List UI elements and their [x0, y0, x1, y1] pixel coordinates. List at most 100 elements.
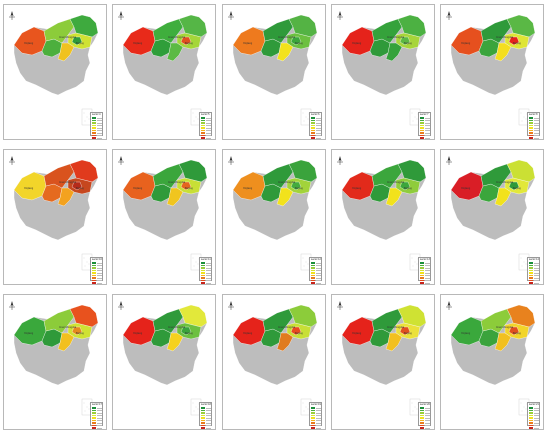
north-arrow-icon [446, 11, 452, 20]
legend-row [201, 422, 212, 424]
map-panel: Xinjiang Inner Mongolia Beijing sector 11 [112, 149, 216, 285]
legend-swatch [311, 412, 315, 414]
legend-swatch [201, 269, 205, 272]
legend-row [311, 414, 322, 417]
north-arrow-icon [118, 156, 124, 165]
legend-row [201, 407, 212, 409]
legend-row [201, 272, 212, 274]
region-label: Inner Mongolia [496, 36, 514, 39]
legend-swatch [420, 122, 424, 124]
legend-row [311, 129, 322, 132]
legend-row [201, 277, 212, 279]
legend-swatch [420, 124, 424, 127]
legend-swatch [529, 424, 533, 427]
region-hub [71, 326, 83, 336]
region-center [57, 332, 75, 352]
region-northeast [506, 159, 536, 183]
region-hub [508, 326, 520, 336]
legend-swatch [420, 269, 424, 272]
legend-swatch [92, 119, 96, 122]
legend-row [420, 409, 431, 412]
legend-swatch [92, 269, 96, 272]
region-northeast [288, 304, 318, 328]
legend-swatch [420, 277, 424, 279]
region-label: Inner Mongolia [59, 36, 77, 39]
legend-row [529, 424, 540, 427]
legend-row [201, 419, 212, 422]
legend-row [201, 414, 212, 417]
map-panel: Xinjiang Inner Mongolia Beijing sector 17 [3, 294, 107, 430]
legend-swatch [420, 262, 424, 264]
legend-row [201, 119, 212, 122]
legend-swatch [92, 424, 96, 427]
region-center [494, 187, 512, 207]
region-hub [180, 181, 192, 191]
region-hub [508, 181, 520, 191]
legend-swatch [420, 412, 424, 414]
legend-swatch [420, 137, 424, 139]
legend-row [529, 267, 540, 269]
legend-row [420, 269, 431, 272]
legend-swatch [311, 117, 315, 119]
legend-swatch [201, 424, 205, 427]
map-panel: Xinjiang Inner Mongolia Beijing sector 21 [440, 294, 544, 430]
region-label: Beijing [513, 42, 521, 45]
legend-row [92, 274, 103, 277]
legend-swatch [311, 267, 315, 269]
legend-row [420, 279, 431, 282]
legend-row [201, 117, 212, 119]
legend-row [92, 127, 103, 129]
legend-row [311, 424, 322, 427]
china-map [337, 11, 427, 126]
region-hub [399, 36, 411, 46]
legend-row [420, 124, 431, 127]
legend-row [92, 269, 103, 272]
legend-row [420, 127, 431, 129]
legend-row [311, 419, 322, 422]
region-label: Inner Mongolia [387, 36, 405, 39]
legend-title: sector 8 [529, 113, 538, 116]
legend-row [92, 277, 103, 279]
north-arrow-icon [9, 301, 15, 310]
region-hub [180, 36, 192, 46]
map-panel: Xinjiang Inner Mongolia Beijing sector 5 [112, 4, 216, 140]
region-northeast [397, 304, 427, 328]
legend-swatch [529, 417, 533, 419]
legend-swatch [92, 122, 96, 124]
legend-swatch [201, 134, 205, 137]
legend-swatch [420, 419, 424, 422]
map-panel: Xinjiang Inner Mongolia Beijing sector 13 [331, 149, 435, 285]
legend-swatch [311, 134, 315, 137]
legend-title: sector 4 [92, 113, 101, 116]
legend: sector 18 [199, 402, 212, 429]
legend-row [529, 119, 540, 122]
legend-swatch [529, 124, 533, 127]
legend-row [420, 277, 431, 279]
legend-row [92, 417, 103, 419]
legend-row [529, 409, 540, 412]
north-arrow-icon [118, 11, 124, 20]
legend-swatch [92, 409, 96, 412]
legend-row [311, 279, 322, 282]
legend-title: sector 12 [311, 258, 321, 261]
legend-swatch [92, 117, 96, 119]
legend-row [92, 134, 103, 137]
legend: sector 4 [90, 112, 103, 139]
china-map [9, 11, 99, 126]
legend-row [529, 124, 540, 127]
region-center [166, 187, 184, 207]
region-label: Beijing [185, 42, 193, 45]
legend-swatch [92, 264, 96, 267]
legend-swatch [201, 117, 205, 119]
legend-swatch [420, 407, 424, 409]
legend-swatch [420, 272, 424, 274]
map-panel: Xinjiang Inner Mongolia Beijing sector 8 [440, 4, 544, 140]
legend-swatch [311, 422, 315, 424]
legend-swatch [92, 282, 96, 284]
north-arrow-icon [446, 301, 452, 310]
legend-swatch [529, 274, 533, 277]
region-label: Xinjiang [461, 332, 471, 335]
legend-row [201, 282, 212, 284]
legend-swatch [92, 427, 96, 429]
legend-swatch [311, 127, 315, 129]
